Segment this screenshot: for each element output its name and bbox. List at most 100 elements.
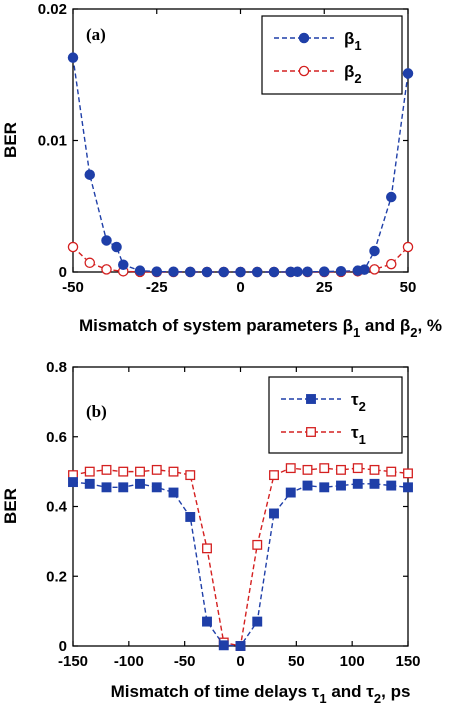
data-point: [202, 543, 212, 554]
y-tick-label: 0: [59, 264, 67, 281]
chart-panel-b: -150 -100 -50 0 50 100 150 0 0.2 0.4 0.6 0.8 BER Mism…: [1, 359, 421, 706]
data-point: [369, 478, 380, 489]
data-point: [402, 241, 414, 253]
data-point: [268, 266, 280, 278]
data-point: [67, 52, 79, 63]
x-tick-label: -50: [62, 279, 84, 296]
data-point: [369, 464, 380, 475]
x-tick-label: -25: [146, 279, 168, 296]
data-point: [319, 482, 330, 493]
data-point: [318, 266, 330, 277]
x-tick-label: 0: [236, 653, 244, 670]
y-axis-label: BER: [1, 488, 20, 524]
legend-entry: β1: [344, 29, 362, 53]
data-point: [67, 241, 79, 253]
data-point: [84, 466, 95, 477]
data-point: [101, 264, 112, 275]
legend-marker: [298, 32, 310, 44]
data-point: [101, 482, 112, 493]
data-point: [185, 470, 196, 481]
data-point: [403, 468, 413, 479]
x-axis-label: Mismatch of system parameters β1 and β2,…: [79, 316, 442, 340]
x-tick-label: 50: [400, 279, 417, 296]
x-tick-label: -100: [114, 653, 144, 670]
data-point: [201, 266, 213, 278]
data-point: [118, 259, 129, 271]
y-tick-label: 0.8: [46, 359, 67, 376]
chart-panel-a: -50 -25 0 25 50 0 0.01 0.02 BER Mismatch of syste…: [1, 1, 442, 340]
legend-marker: [298, 65, 310, 77]
data-point: [84, 169, 96, 180]
data-point: [135, 478, 145, 489]
y-tick-label: 0.02: [38, 1, 67, 18]
data-point: [336, 480, 346, 491]
data-point: [252, 539, 263, 550]
data-point: [302, 266, 313, 277]
legend-entry: τ1: [351, 423, 366, 447]
data-point: [352, 463, 363, 474]
series-τ1: [68, 463, 413, 651]
data-point: [111, 241, 122, 253]
legend-marker: [306, 427, 316, 437]
series-line: [72, 467, 409, 647]
data-point: [269, 508, 279, 519]
legend-entry: β2: [344, 62, 362, 86]
y-tick-label: 0.01: [38, 133, 67, 150]
data-point: [168, 487, 179, 498]
data-point: [218, 266, 229, 278]
panel-label: (a): [86, 25, 106, 44]
x-tick-label: 100: [340, 653, 365, 670]
legend-marker: [306, 394, 316, 404]
panel-label: (b): [86, 402, 107, 421]
x-tick-label: 50: [288, 653, 305, 670]
series-τ2: [68, 477, 413, 651]
legend-box: [268, 376, 403, 454]
data-point: [352, 478, 363, 489]
data-point: [269, 470, 279, 481]
x-tick-label: 25: [316, 279, 333, 296]
data-point: [185, 512, 196, 522]
data-point: [319, 463, 330, 474]
data-point: [385, 258, 397, 270]
data-point: [251, 266, 263, 278]
data-point: [135, 466, 145, 477]
data-point: [218, 640, 229, 651]
x-axis-label: Mismatch of time delays τ1 and τ2, ps: [111, 682, 411, 706]
series-β1: [67, 52, 414, 278]
data-point: [168, 466, 179, 477]
data-point: [402, 68, 414, 79]
x-tick-label: -150: [58, 653, 88, 670]
data-point: [84, 257, 96, 269]
data-point: [403, 482, 413, 493]
data-point: [235, 641, 246, 651]
data-point: [359, 264, 370, 275]
data-point: [369, 245, 380, 257]
y-tick-label: 0.6: [46, 429, 67, 446]
data-point: [385, 191, 397, 203]
data-point: [235, 266, 246, 278]
data-point: [285, 487, 296, 498]
data-point: [151, 464, 162, 475]
x-tick-label: 0: [236, 279, 244, 296]
x-tick-label: -50: [174, 653, 196, 670]
x-tick-label: 150: [395, 653, 420, 670]
data-point: [336, 464, 346, 475]
data-point: [202, 616, 212, 627]
data-point: [335, 265, 347, 277]
y-tick-label: 0: [59, 638, 67, 655]
data-point: [151, 482, 162, 493]
data-point: [118, 482, 129, 493]
data-point: [292, 266, 303, 277]
legend-box: [261, 15, 403, 95]
data-point: [369, 264, 380, 275]
data-point: [84, 478, 95, 489]
series-line: [72, 481, 409, 647]
data-point: [302, 480, 313, 491]
legend-entry: τ2: [351, 390, 366, 414]
data-point: [151, 266, 162, 277]
data-point: [285, 463, 296, 474]
data-point: [68, 477, 78, 488]
